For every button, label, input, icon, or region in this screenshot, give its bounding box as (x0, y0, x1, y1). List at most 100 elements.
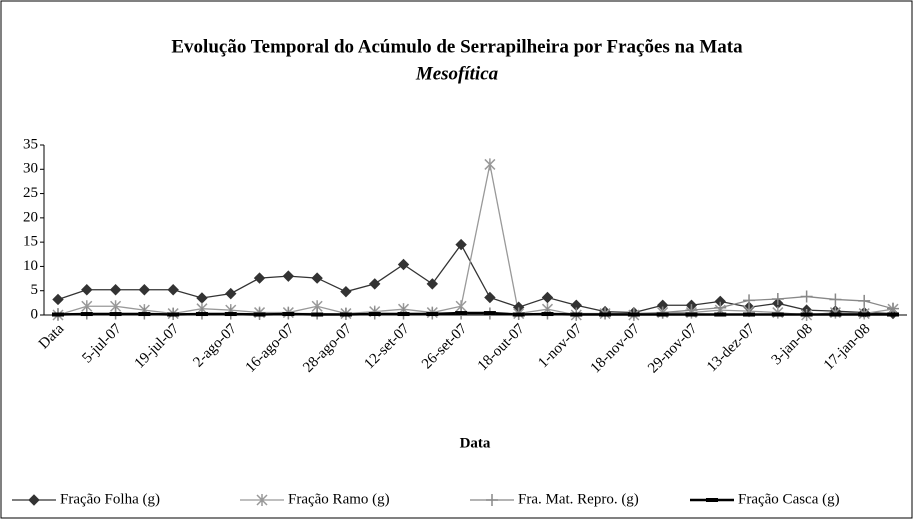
marker-shape (195, 312, 208, 317)
marker (800, 312, 813, 317)
chart-subtitle: Mesofítica (415, 63, 499, 84)
marker (484, 291, 496, 304)
marker (829, 312, 842, 317)
marker (714, 312, 727, 317)
series-line (57, 311, 893, 316)
marker-shape (426, 278, 439, 290)
marker-shape (368, 312, 381, 317)
marker (311, 272, 323, 284)
marker (167, 284, 179, 296)
marker (743, 294, 756, 307)
marker (486, 494, 498, 506)
marker (829, 293, 842, 306)
marker (541, 291, 554, 304)
marker (426, 278, 439, 290)
marker (426, 312, 439, 317)
marker (771, 292, 784, 305)
marker-shape (397, 258, 410, 271)
marker-shape (282, 270, 295, 282)
marker-shape (771, 312, 784, 317)
marker-shape (282, 312, 295, 317)
marker-shape (829, 293, 842, 306)
marker (253, 312, 266, 317)
marker (483, 311, 496, 316)
marker-shape (52, 293, 64, 306)
marker-shape (455, 311, 468, 316)
marker-shape (28, 494, 40, 506)
marker-shape (570, 312, 583, 317)
marker-shape (800, 312, 813, 317)
marker (52, 293, 64, 306)
marker (224, 312, 237, 317)
x-axis-label: Data (460, 435, 491, 451)
marker-shape (138, 312, 151, 317)
marker-shape (311, 272, 323, 284)
marker (282, 270, 295, 282)
marker (368, 312, 381, 317)
marker (167, 312, 180, 317)
marker-shape (714, 312, 727, 317)
marker-shape (771, 292, 784, 305)
y-tick-label: 30 (23, 161, 38, 177)
marker-shape (858, 294, 871, 307)
marker (541, 312, 554, 317)
marker (743, 312, 756, 317)
marker-shape (484, 291, 496, 304)
marker (706, 498, 718, 502)
legend-label: Fra. Mat. Repro. (g) (518, 491, 639, 507)
marker (52, 312, 64, 317)
marker-shape (484, 158, 496, 171)
marker-shape (52, 312, 64, 317)
y-tick-label: 0 (31, 306, 39, 322)
legend-label: Fração Casca (g) (738, 491, 840, 507)
marker-shape (486, 494, 498, 506)
marker (484, 158, 496, 171)
marker-shape (224, 312, 237, 317)
marker (225, 287, 237, 300)
marker-shape (225, 287, 237, 300)
marker-shape (426, 312, 439, 317)
marker (800, 290, 813, 303)
legend-label: Fração Folha (g) (60, 491, 160, 507)
chart-title: Evolução Temporal do Acúmulo de Serrapil… (171, 36, 743, 57)
marker (369, 278, 381, 290)
y-tick-label: 5 (31, 282, 39, 298)
marker-shape (167, 312, 180, 317)
marker (109, 284, 122, 296)
marker (311, 312, 324, 317)
marker (339, 312, 352, 317)
marker (455, 238, 467, 251)
marker (282, 312, 295, 317)
series-line (57, 164, 894, 316)
marker-shape (80, 312, 93, 317)
marker-shape (253, 312, 266, 317)
marker-shape (253, 272, 266, 284)
marker-shape (138, 284, 151, 296)
marker-shape (541, 291, 554, 304)
marker (80, 312, 93, 317)
marker (109, 312, 122, 317)
marker (138, 284, 151, 296)
marker-shape (109, 284, 122, 296)
marker (570, 312, 583, 317)
marker-shape (706, 498, 718, 502)
marker-shape (743, 294, 756, 307)
marker (599, 312, 612, 317)
marker-shape (656, 312, 669, 317)
marker (771, 312, 784, 317)
marker-shape (483, 311, 496, 316)
marker-shape (887, 312, 899, 317)
marker-shape (311, 312, 324, 317)
marker (685, 312, 698, 317)
marker-shape (397, 312, 410, 317)
legend-label: Fração Ramo (g) (288, 491, 390, 507)
marker (256, 494, 268, 506)
marker-shape (829, 312, 842, 317)
marker (887, 312, 899, 317)
marker-shape (599, 312, 612, 317)
marker (253, 272, 266, 284)
marker (28, 494, 40, 506)
marker (195, 312, 208, 317)
